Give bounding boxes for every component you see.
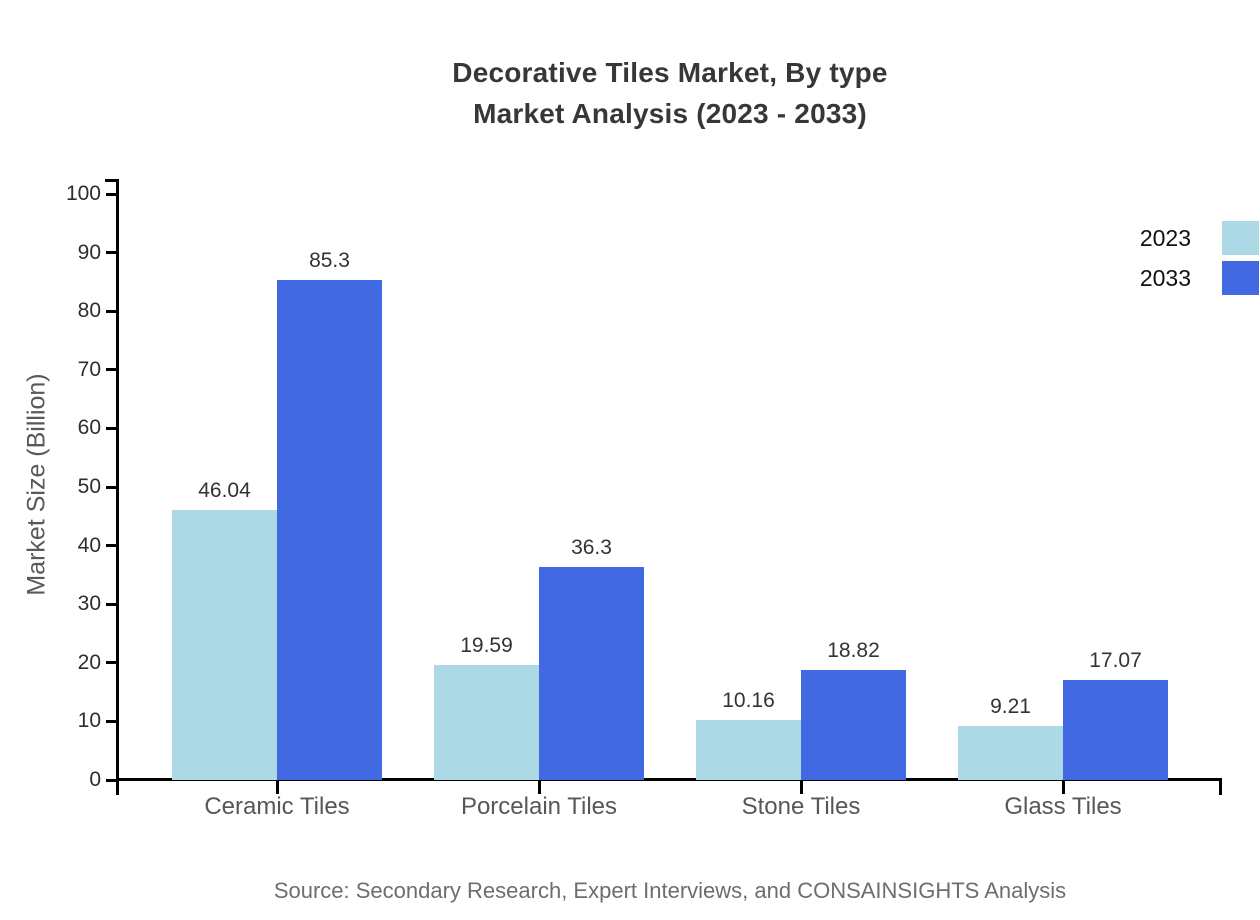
y-tick-mark [106, 309, 117, 313]
bar-2033 [801, 669, 906, 780]
x-tick-mark [275, 781, 279, 794]
y-tick-label: 90 [77, 240, 101, 264]
y-tick-label: 30 [77, 592, 101, 616]
y-tick-mark [106, 719, 117, 723]
x-axis-left-end-tick [116, 778, 119, 795]
y-tick-label: 0 [89, 768, 101, 791]
x-tick-mark [537, 781, 541, 794]
y-tick-mark [106, 485, 117, 489]
y-tick-mark [106, 368, 117, 372]
y-tick-label: 70 [77, 357, 101, 381]
legend-swatch [1222, 221, 1259, 255]
category-label: Ceramic Tiles [204, 793, 350, 820]
bar-2023 [172, 510, 277, 780]
y-tick-label: 100 [65, 182, 101, 205]
y-tick-label: 10 [77, 709, 101, 733]
y-tick-label: 20 [77, 650, 101, 674]
y-tick-mark [106, 426, 117, 430]
x-axis-right-end-tick [1219, 778, 1222, 795]
legend-swatch [1222, 261, 1259, 295]
bar-value-label: 46.04 [198, 479, 251, 503]
bar-value-label: 17.07 [1089, 648, 1142, 672]
source-note: Source: Secondary Research, Expert Inter… [273, 878, 1067, 903]
bar-2033 [539, 567, 644, 780]
bar-2023 [434, 665, 539, 780]
category-label: Porcelain Tiles [460, 793, 618, 820]
legend: 2023 2033 [1140, 221, 1260, 301]
chart-title-line2: Market Analysis (2023 - 2033) [473, 98, 867, 129]
bar-value-label: 10.16 [722, 689, 775, 713]
bar-2033 [1063, 679, 1168, 780]
legend-item: 2033 [1140, 261, 1260, 295]
y-tick-mark [106, 251, 117, 255]
bar-2033 [277, 280, 382, 780]
legend-label: 2033 [1139, 264, 1191, 291]
category-label: Stone Tiles [741, 793, 861, 820]
y-tick-label: 60 [77, 416, 101, 440]
y-tick-label: 50 [77, 475, 101, 498]
y-tick-mark [106, 192, 117, 196]
y-axis-line [116, 179, 119, 780]
category-label: Glass Tiles [1004, 793, 1122, 820]
y-tick-label: 40 [77, 533, 101, 557]
bar-value-label: 9.21 [990, 695, 1031, 719]
y-tick-mark [106, 544, 117, 548]
bar-2023 [696, 720, 801, 780]
x-axis-line [116, 778, 1222, 781]
y-tick-label: 80 [77, 299, 101, 323]
chart-title-line1: Decorative Tiles Market, By type [452, 57, 888, 88]
y-axis-top-cap [105, 179, 119, 182]
legend-item: 2023 [1140, 221, 1260, 255]
y-tick-mark [106, 602, 117, 606]
x-tick-mark [1061, 781, 1065, 794]
x-tick-mark [799, 781, 803, 794]
legend-label: 2023 [1139, 224, 1191, 251]
bar-value-label: 36.3 [571, 536, 612, 560]
bar-2023 [958, 726, 1063, 780]
bar-value-label: 19.59 [460, 634, 513, 658]
y-tick-mark [106, 661, 117, 665]
bar-value-label: 85.3 [309, 249, 350, 273]
bar-value-label: 18.82 [827, 638, 880, 662]
chart-title: Decorative Tiles Market, By type Market … [80, 52, 1260, 134]
y-tick-mark [106, 778, 117, 782]
